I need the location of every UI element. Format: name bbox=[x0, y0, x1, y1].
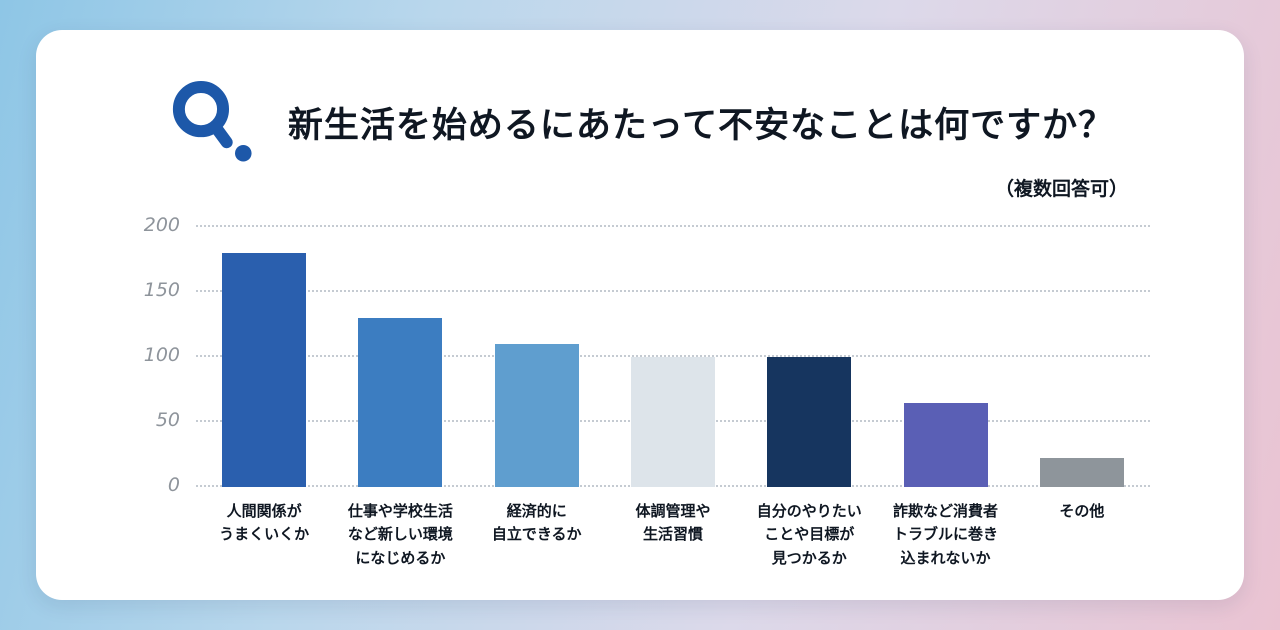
q-magnifier-logo-icon bbox=[172, 81, 252, 162]
y-tick-label: 200 bbox=[143, 214, 180, 236]
gridline: 200 bbox=[144, 214, 1150, 236]
bar-column bbox=[1014, 227, 1150, 487]
bar bbox=[903, 402, 988, 487]
y-tick-label: 50 bbox=[155, 409, 180, 431]
gridline: 100 bbox=[144, 344, 1150, 366]
bar-column bbox=[469, 227, 605, 487]
x-axis-label: 自分のやりたい ことや目標が 見つかるか bbox=[756, 503, 862, 567]
y-tick-label: 100 bbox=[143, 344, 180, 366]
y-tick-label: 150 bbox=[143, 279, 180, 301]
x-axis-label: 仕事や学校生活 など新しい環境 になじめるか bbox=[347, 503, 453, 567]
chart-subtitle: （複数回答可） bbox=[994, 179, 1128, 200]
bar-column bbox=[877, 227, 1013, 487]
bar bbox=[222, 253, 307, 487]
plot-area: 200 150 100 50 0 bbox=[144, 214, 1150, 496]
header: 新生活を始めるにあたって不安なことは何ですか？ bbox=[36, 74, 1244, 170]
chart-title: 新生活を始めるにあたって不安なことは何ですか？ bbox=[287, 105, 1115, 145]
bar bbox=[494, 344, 579, 487]
infographic-card: 新生活を始めるにあたって不安なことは何ですか？ （複数回答可） 200 150 10… bbox=[36, 30, 1244, 600]
x-labels-row: 人間関係が うまくいくか 仕事や学校生活 など新しい環境 になじめるか 経済的に 自… bbox=[196, 500, 1150, 570]
x-axis-label: 体調管理や 生活習慣 bbox=[635, 503, 711, 544]
x-axis-label: その他 bbox=[1059, 503, 1105, 520]
bar-column bbox=[605, 227, 741, 487]
x-axis-label: 人間関係が うまくいくか bbox=[219, 503, 310, 544]
x-axis-label: 経済的に 自立できるか bbox=[491, 503, 582, 544]
bar bbox=[1039, 458, 1124, 487]
gridline: 150 bbox=[144, 279, 1150, 301]
bar-column bbox=[196, 227, 332, 487]
bar-column bbox=[741, 227, 877, 487]
bars-row bbox=[196, 227, 1150, 487]
y-tick-label: 0 bbox=[167, 474, 180, 496]
bar bbox=[630, 357, 715, 487]
bar-chart: 200 150 100 50 0 人間関係が うまくいくか 仕事や学校生活 など新しい環境… bbox=[144, 214, 1150, 570]
bar bbox=[358, 318, 443, 487]
bar-column bbox=[332, 227, 468, 487]
x-axis-label: 詐欺など消費者 トラブルに巻き 込まれないか bbox=[893, 503, 999, 567]
bar bbox=[767, 357, 852, 487]
